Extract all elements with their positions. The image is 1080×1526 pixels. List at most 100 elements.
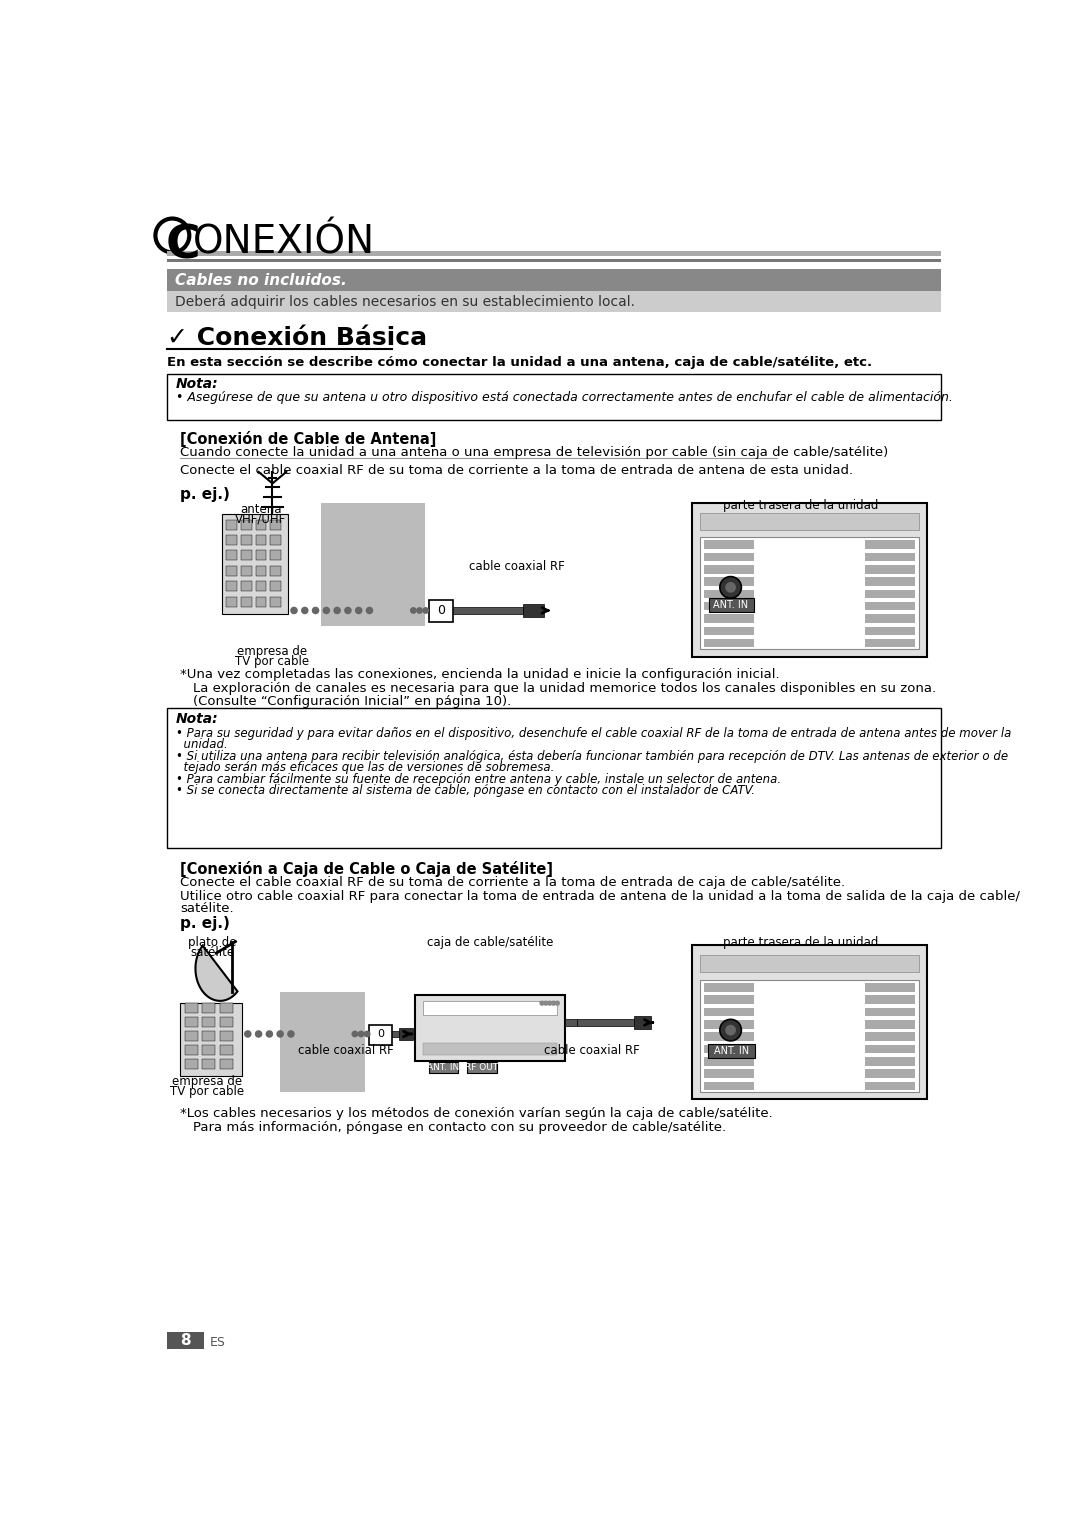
Bar	[167, 708, 941, 848]
Bar	[565, 1018, 577, 1027]
Text: • Si se conecta directamente al sistema de cable, póngase en contacto con el ins: • Si se conecta directamente al sistema …	[176, 784, 755, 798]
Text: [Conexión a Caja de Cable o Caja de Satélite]: [Conexión a Caja de Cable o Caja de Saté…	[180, 861, 553, 877]
Text: (Consulte “Configuración Inicial” en página 10).: (Consulte “Configuración Inicial” en pág…	[193, 696, 512, 708]
Text: Para más información, póngase en contacto con su proveedor de cable/satélite.: Para más información, póngase en contact…	[193, 1122, 726, 1134]
Text: Deberá adquirir los cables necesarios en su establecimiento local.: Deberá adquirir los cables necesarios en…	[175, 295, 635, 308]
Text: ES: ES	[210, 1337, 226, 1349]
Bar	[415, 995, 565, 1061]
Circle shape	[552, 1001, 555, 1006]
Bar	[692, 946, 927, 1099]
Circle shape	[548, 1001, 552, 1006]
Bar	[523, 604, 544, 618]
Bar	[865, 552, 916, 562]
Bar	[220, 1003, 233, 1013]
Bar	[256, 536, 267, 545]
Bar	[704, 627, 754, 635]
Bar	[707, 1044, 755, 1058]
Bar	[167, 250, 941, 256]
Text: satélite: satélite	[190, 946, 234, 960]
Bar	[241, 551, 252, 560]
Bar	[429, 600, 454, 623]
Bar	[270, 551, 281, 560]
Bar	[865, 1070, 916, 1077]
Bar	[700, 537, 919, 649]
Text: TV por cable: TV por cable	[235, 655, 310, 668]
Text: cable coaxial RF: cable coaxial RF	[544, 1044, 639, 1058]
Bar	[256, 566, 267, 575]
Bar	[692, 502, 927, 656]
Polygon shape	[195, 946, 238, 1001]
Bar	[202, 1059, 216, 1068]
Circle shape	[423, 607, 429, 613]
Bar	[185, 1059, 198, 1068]
Bar	[256, 520, 267, 530]
Bar	[400, 1029, 414, 1041]
Text: p. ej.): p. ej.)	[180, 487, 230, 502]
Bar	[202, 1032, 216, 1041]
Bar	[704, 995, 754, 1004]
Circle shape	[417, 607, 422, 613]
Bar	[226, 566, 237, 575]
Bar	[202, 1003, 216, 1013]
Bar	[704, 1082, 754, 1090]
Text: 8: 8	[180, 1332, 191, 1347]
Bar	[704, 1070, 754, 1077]
Bar	[202, 1045, 216, 1054]
Circle shape	[301, 607, 308, 613]
Bar	[241, 581, 252, 591]
Circle shape	[540, 1001, 544, 1006]
Text: Nota:: Nota:	[176, 377, 219, 391]
Circle shape	[544, 1001, 548, 1006]
Bar	[865, 1019, 916, 1029]
Bar	[321, 502, 424, 626]
Bar	[468, 1062, 497, 1073]
Text: empresa de: empresa de	[238, 645, 308, 658]
Bar	[704, 1045, 754, 1053]
Bar	[865, 540, 916, 549]
Bar	[710, 598, 754, 612]
Bar	[222, 514, 288, 615]
Bar	[704, 601, 754, 610]
Bar	[704, 1007, 754, 1016]
Circle shape	[334, 607, 340, 613]
Bar	[241, 520, 252, 530]
Text: Nota:: Nota:	[176, 713, 219, 726]
Bar	[226, 551, 237, 560]
Text: ANT. IN: ANT. IN	[714, 1045, 748, 1056]
Circle shape	[288, 1032, 294, 1038]
Bar	[185, 1016, 198, 1027]
Text: • Si utiliza una antena para recibir televisión analógica, ésta debería funciona: • Si utiliza una antena para recibir tel…	[176, 749, 1009, 763]
Bar	[704, 1058, 754, 1065]
Circle shape	[312, 607, 319, 613]
Bar	[226, 581, 237, 591]
Bar	[865, 601, 916, 610]
Bar	[226, 520, 237, 530]
Text: RF OUT: RF OUT	[465, 1064, 499, 1073]
Bar	[704, 540, 754, 549]
Circle shape	[323, 607, 329, 613]
Bar	[280, 992, 365, 1091]
Circle shape	[359, 1032, 364, 1036]
Bar	[865, 1058, 916, 1065]
Circle shape	[725, 1025, 735, 1036]
Bar	[220, 1045, 233, 1054]
Bar	[865, 1007, 916, 1016]
Circle shape	[278, 1032, 283, 1038]
Circle shape	[366, 607, 373, 613]
Bar	[256, 581, 267, 591]
Bar	[865, 577, 916, 586]
Text: • Para su seguridad y para evitar daños en el dispositivo, desenchufe el cable c: • Para su seguridad y para evitar daños …	[176, 726, 1012, 740]
Bar	[700, 980, 919, 1091]
Circle shape	[245, 1032, 251, 1038]
Text: [Conexión de Cable de Antena]: [Conexión de Cable de Antena]	[180, 430, 436, 447]
Bar	[704, 615, 754, 623]
Text: ✓ Conexión Básica: ✓ Conexión Básica	[167, 325, 427, 349]
Text: 0: 0	[377, 1029, 383, 1039]
Bar	[634, 1016, 651, 1029]
Text: ANT. IN: ANT. IN	[713, 600, 748, 610]
Text: parte trasera de la unidad: parte trasera de la unidad	[723, 499, 878, 511]
Bar	[422, 1044, 557, 1054]
Text: Conecte el cable coaxial RF de su toma de corriente a la toma de entrada de ante: Conecte el cable coaxial RF de su toma d…	[180, 464, 853, 478]
Text: • Asegúrese de que su antena u otro dispositivo está conectada correctamente ant: • Asegúrese de que su antena u otro disp…	[176, 391, 953, 404]
Text: TV por cable: TV por cable	[170, 1085, 244, 1097]
